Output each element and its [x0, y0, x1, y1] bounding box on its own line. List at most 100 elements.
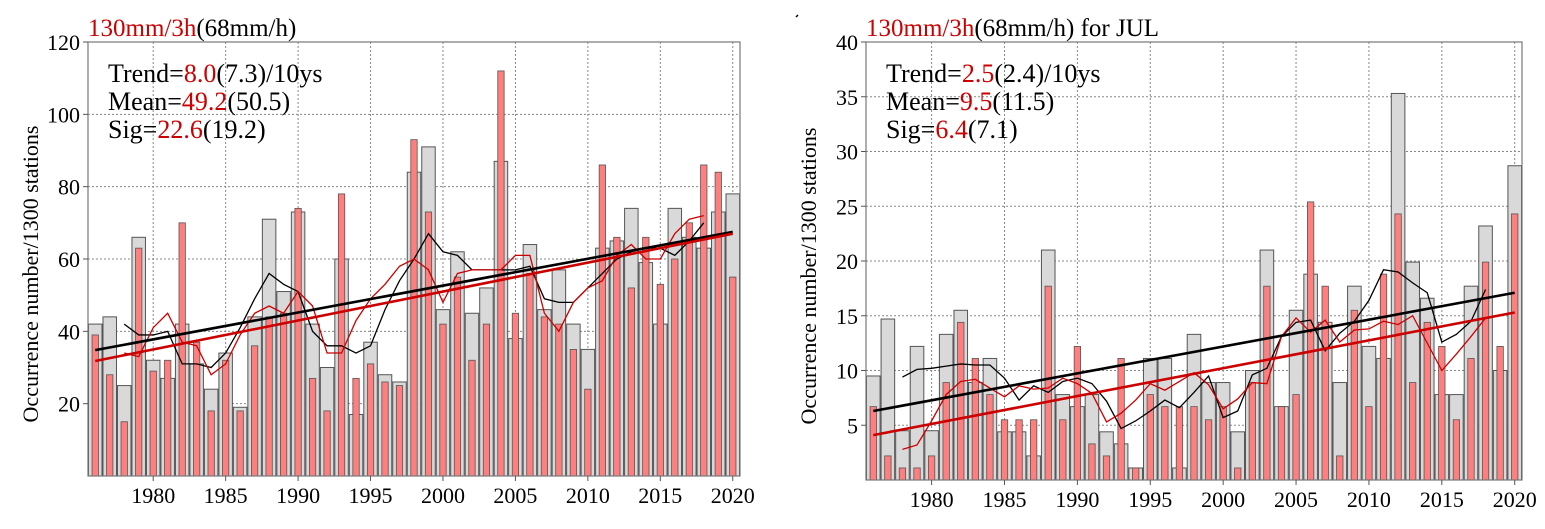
title-rate: (68mm/h): [196, 15, 296, 42]
stat-reference: (19.2): [203, 115, 266, 144]
red-bar: [627, 287, 635, 477]
y-tick-label: 120: [47, 30, 80, 55]
red-bar: [700, 164, 708, 477]
red-bar: [1467, 358, 1475, 481]
stray-mark: [795, 14, 799, 18]
red-bar: [511, 312, 520, 477]
red-bar: [714, 171, 722, 477]
red-bar: [1277, 406, 1286, 481]
x-tick-label: 2005: [1274, 487, 1318, 512]
red-bar: [598, 164, 606, 477]
red-bar: [222, 359, 230, 477]
stat-value: 2.5: [962, 59, 995, 88]
y-tick-label: 5: [847, 413, 858, 438]
y-tick-label: 100: [47, 102, 80, 127]
red-bar: [884, 455, 892, 481]
black-trend-line: [873, 291, 1515, 413]
stat-trend: Trend=2.5(2.4)/10ys: [886, 59, 1101, 88]
stat-sig: Sig=22.6(19.2): [108, 115, 266, 144]
red-bar: [164, 359, 172, 477]
stat-label: Trend=: [886, 59, 962, 88]
red-bar: [1321, 285, 1329, 481]
red-bar: [913, 467, 921, 481]
chart-title: 130mm/3h(68mm/h) for JUL: [866, 15, 1159, 42]
red-smooth-line: [124, 214, 704, 376]
x-tick-label: 1980: [910, 487, 954, 512]
x-tick-label: 2015: [1420, 487, 1464, 512]
red-bar: [91, 334, 99, 477]
red-bar: [1088, 443, 1096, 481]
red-bar: [1073, 346, 1081, 481]
red-bar: [1132, 467, 1140, 481]
y-tick-label: 60: [58, 247, 80, 272]
red-trend-line: [873, 311, 1515, 437]
x-tick-label: 1990: [276, 483, 320, 508]
stat-label: Sig=: [886, 115, 935, 144]
title-threshold: 130mm/3h: [88, 15, 197, 42]
y-tick-label: 40: [58, 319, 80, 344]
y-tick-label: 10: [836, 359, 858, 384]
red-bar: [323, 410, 331, 477]
red-bar: [1015, 419, 1023, 481]
red-bar: [986, 394, 994, 481]
y-tick-label: 40: [836, 30, 858, 55]
x-tick-label: 2020: [711, 483, 755, 508]
red-bar: [439, 323, 447, 477]
red-bar: [1511, 213, 1519, 481]
red-bar: [106, 374, 114, 477]
x-tick-label: 1995: [1128, 487, 1172, 512]
x-tick-label: 2010: [1347, 487, 1391, 512]
red-bar: [1000, 419, 1009, 481]
y-axis-label: Occurrence number/1300 stations: [18, 126, 43, 423]
red-bar: [685, 222, 693, 477]
stat-value: 6.4: [935, 115, 968, 144]
red-bar: [308, 377, 317, 477]
stat-reference: (7.1): [968, 115, 1018, 144]
red-bar: [526, 273, 534, 477]
stat-trend: Trend=8.0(7.3)/10ys: [108, 59, 323, 88]
red-bar: [584, 388, 592, 477]
red-bar: [352, 377, 360, 477]
red-bar: [869, 406, 877, 481]
red-bar: [1248, 382, 1256, 481]
red-bar: [1102, 455, 1111, 481]
red-bar: [1146, 394, 1154, 481]
red-bar: [656, 283, 664, 477]
y-tick-label: 20: [58, 392, 80, 417]
red-bar: [569, 349, 577, 477]
stat-reference: (7.3)/10ys: [216, 59, 322, 88]
red-bar: [1044, 285, 1052, 481]
red-bar: [540, 316, 548, 477]
red-bar: [366, 363, 375, 477]
red-bar: [265, 316, 273, 477]
red-bar: [898, 467, 907, 481]
stat-value: 22.6: [157, 115, 203, 144]
red-bar: [193, 341, 201, 477]
stat-value: 49.2: [182, 87, 228, 116]
y-tick-label: 35: [836, 85, 858, 110]
y-axis-label: Occurrence number/1300 stations: [796, 128, 821, 425]
stat-label: Sig=: [108, 115, 157, 144]
red-bar: [178, 222, 186, 477]
y-tick-label: 20: [836, 249, 858, 274]
x-tick-label: 2010: [566, 483, 610, 508]
red-bar: [1234, 467, 1242, 481]
red-bar: [642, 236, 650, 477]
red-bar: [236, 410, 244, 477]
stat-reference: (11.5): [992, 87, 1054, 116]
red-trend-line: [94, 232, 734, 363]
x-tick-label: 2000: [421, 483, 465, 508]
red-bar: [1379, 273, 1388, 481]
red-bar: [337, 193, 346, 477]
stat-reference: (50.5): [227, 87, 290, 116]
red-bar: [120, 421, 128, 477]
stat-value: 8.0: [184, 59, 217, 88]
red-bar: [1496, 346, 1504, 481]
stat-label: Trend=: [108, 59, 184, 88]
red-bar: [1365, 406, 1373, 481]
title-threshold: 130mm/3h: [866, 15, 975, 42]
red-bar: [1175, 406, 1184, 481]
x-tick-label: 1985: [204, 483, 248, 508]
black-smooth-line: [902, 269, 1487, 430]
